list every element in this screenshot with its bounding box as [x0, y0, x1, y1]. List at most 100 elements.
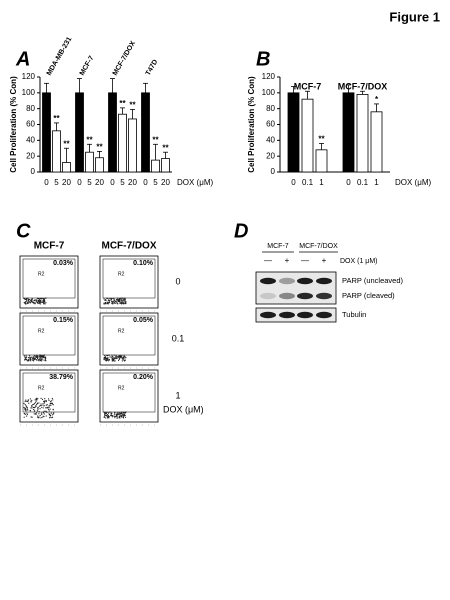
event-dot: [117, 300, 119, 303]
event-dot: [45, 415, 47, 417]
event-dot: [116, 415, 118, 417]
event-dot: [104, 415, 106, 417]
event-dot: [116, 302, 118, 304]
event-dot: [119, 297, 121, 300]
event-dot: [50, 412, 52, 414]
error-bar: [44, 82, 49, 93]
event-dot: [38, 416, 40, 418]
event-dot: [38, 299, 41, 301]
event-dot: [39, 357, 41, 359]
blot: [255, 271, 337, 305]
event-dot: [39, 414, 41, 417]
event-dot: [109, 356, 111, 358]
event-dot: [122, 298, 124, 300]
error-bar: [163, 151, 168, 159]
event-dot: [110, 413, 112, 415]
lane-label: —: [301, 256, 309, 265]
event-dot: [37, 407, 39, 409]
event-dot: [40, 417, 42, 419]
event-dot: [25, 355, 27, 357]
x-tick-label: 20: [95, 178, 104, 187]
event-dot: [112, 297, 114, 300]
event-dot: [25, 358, 28, 361]
event-dot: [34, 413, 37, 415]
event-dot: [111, 416, 114, 418]
event-dot: [35, 299, 38, 301]
lane-label: +: [285, 256, 290, 265]
event-dot: [32, 408, 35, 411]
event-dot: [38, 301, 40, 304]
event-dot: [32, 357, 34, 359]
event-dot: [104, 413, 106, 416]
event-dot: [38, 405, 41, 407]
event-dot: [30, 416, 32, 418]
percentage: 0.03%: [53, 260, 74, 267]
event-dot: [28, 299, 31, 301]
event-dot: [49, 401, 52, 403]
event-dot: [124, 414, 126, 416]
error-bar: [54, 122, 59, 131]
event-dot: [105, 301, 107, 304]
band-label: PARP (uncleaved): [342, 276, 404, 285]
event-dot: [41, 404, 43, 407]
error-bar: [291, 86, 296, 93]
group-header: MCF-7: [267, 243, 288, 250]
event-dot: [41, 358, 43, 360]
event-dot: [108, 297, 110, 300]
bar: [128, 118, 137, 173]
event-dot: [43, 302, 45, 304]
x-tick-label: 1: [374, 178, 379, 187]
event-dot: [23, 406, 25, 409]
event-dot: [24, 358, 26, 360]
event-dot: [40, 405, 42, 407]
group-label: MCF-7: [79, 55, 96, 77]
x-tick-label: 0: [44, 178, 49, 187]
event-dot: [37, 416, 39, 418]
y-tick-label: 80: [26, 104, 35, 113]
event-dot: [29, 359, 31, 361]
event-dot: [118, 358, 121, 360]
event-dot: [25, 409, 27, 411]
bar: [118, 113, 127, 173]
band-label: PARP (cleaved): [342, 291, 395, 300]
event-dot: [38, 303, 40, 305]
event-dot: [40, 358, 42, 360]
event-dot: [38, 411, 40, 413]
x-tick-label: 5: [153, 178, 158, 187]
event-dot: [25, 405, 27, 407]
event-dot: [26, 299, 28, 301]
band: [279, 311, 295, 319]
percentage: 38.79%: [49, 374, 74, 381]
event-dot: [123, 359, 125, 361]
event-dot: [24, 400, 26, 402]
event-dot: [33, 355, 35, 357]
event-dot: [110, 414, 112, 417]
bar: [42, 92, 51, 173]
event-dot: [36, 410, 39, 412]
event-dot: [33, 413, 35, 415]
event-dot: [31, 298, 33, 300]
event-dot: [31, 405, 33, 407]
event-dot: [114, 417, 116, 419]
event-dot: [113, 360, 115, 362]
event-dot: [108, 354, 110, 356]
error-bar: [110, 78, 115, 93]
event-dot: [44, 400, 46, 402]
band: [297, 277, 313, 285]
event-dot: [46, 404, 48, 406]
event-dot: [36, 399, 38, 401]
bar: [85, 151, 94, 173]
x-tick-label: 0: [77, 178, 82, 187]
event-dot: [40, 356, 42, 358]
event-dot: [121, 355, 123, 357]
x-tick-label: 0: [291, 178, 296, 187]
x-tick-label: 5: [120, 178, 125, 187]
event-dot: [25, 415, 28, 417]
event-dot: [45, 297, 47, 299]
event-dot: [33, 357, 35, 360]
event-dot: [119, 299, 121, 301]
event-dot: [37, 355, 39, 358]
event-dot: [35, 355, 37, 358]
column-header: MCF-7: [34, 241, 65, 252]
event-dot: [23, 355, 25, 357]
